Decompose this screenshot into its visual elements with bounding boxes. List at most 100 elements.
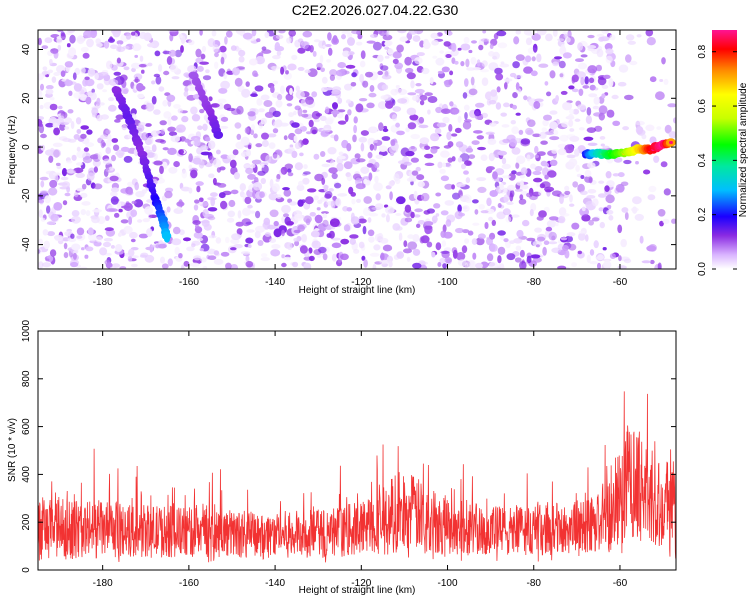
noise-blob [362, 225, 367, 235]
noise-blob [350, 216, 360, 225]
noise-blob [351, 30, 360, 35]
noise-blob [381, 213, 386, 218]
noise-blob [579, 207, 589, 217]
noise-blob [424, 92, 433, 96]
noise-blob [580, 190, 588, 195]
noise-blob [86, 129, 93, 135]
noise-blob [350, 82, 357, 87]
spectrogram-x-axis-label: Height of straight line (km) [299, 285, 416, 296]
noise-blob [413, 214, 421, 218]
noise-blob [377, 54, 384, 63]
noise-blob [230, 247, 237, 251]
noise-blob [454, 210, 463, 220]
noise-blob [141, 69, 145, 74]
noise-blob [471, 40, 477, 44]
noise-blob [441, 66, 450, 73]
noise-blob [564, 249, 570, 259]
noise-blob [608, 215, 614, 221]
noise-blob [462, 205, 470, 212]
noise-blob [444, 162, 451, 167]
noise-blob [509, 72, 517, 78]
noise-blob [160, 128, 165, 135]
noise-blob [173, 208, 184, 214]
noise-blob [539, 131, 547, 139]
noise-blob [520, 138, 531, 145]
noise-blob [547, 241, 558, 245]
noise-blob [180, 45, 184, 53]
noise-blob [560, 44, 566, 51]
noise-blob [253, 133, 258, 139]
noise-blob [332, 102, 338, 110]
noise-blob [67, 109, 74, 114]
noise-blob [50, 213, 59, 222]
noise-blob [596, 48, 604, 58]
noise-blob [350, 192, 357, 197]
snr-frame [37, 330, 677, 571]
noise-blob [345, 64, 356, 69]
noise-blob [474, 108, 481, 117]
noise-blob [260, 163, 265, 168]
noise-blob [572, 88, 579, 93]
noise-blob [403, 248, 412, 254]
noise-blob [283, 213, 289, 218]
noise-blob [440, 150, 450, 158]
colorbar-tick-label: 0.4 [697, 153, 708, 167]
noise-blob [38, 118, 43, 127]
noise-blob [382, 244, 393, 252]
noise-blob [623, 258, 632, 264]
noise-blob [270, 85, 275, 93]
y-tick-label: -20 [21, 188, 32, 203]
noise-blob [212, 177, 217, 185]
noise-blob [303, 262, 312, 269]
noise-blob [530, 163, 536, 169]
noise-blob [102, 158, 113, 165]
noise-blob [167, 147, 177, 155]
noise-blob [62, 200, 68, 206]
noise-blob [435, 57, 445, 66]
noise-blob [305, 218, 311, 226]
noise-blob [142, 218, 150, 223]
noise-blob [645, 124, 655, 132]
noise-blob [457, 47, 462, 51]
noise-blob [532, 133, 542, 138]
noise-blob [63, 242, 68, 250]
noise-blob [368, 92, 377, 98]
noise-blob [353, 124, 357, 134]
noise-blob [49, 179, 58, 188]
noise-blob [426, 208, 435, 214]
noise-blob [319, 54, 324, 64]
noise-blob [395, 213, 402, 216]
noise-blob [489, 243, 498, 252]
noise-blob [586, 254, 591, 263]
noise-blob [183, 91, 189, 97]
noise-blob [559, 195, 564, 205]
noise-blob [503, 238, 509, 243]
noise-blob [531, 56, 536, 62]
noise-blob [381, 84, 389, 91]
noise-blob [311, 91, 318, 98]
strong-signal-band-core [669, 140, 673, 145]
noise-blob [109, 175, 119, 182]
noise-blob [612, 120, 621, 127]
noise-blob [83, 201, 91, 206]
noise-blob [242, 207, 251, 216]
noise-blob [151, 144, 157, 153]
noise-blob [470, 76, 475, 86]
noise-blob [45, 122, 54, 128]
noise-blob [226, 217, 235, 223]
noise-blob [565, 37, 571, 43]
noise-blob [299, 152, 304, 157]
noise-blob [629, 60, 638, 66]
noise-blob [247, 204, 253, 209]
noise-blob [430, 32, 439, 39]
noise-blob [346, 143, 352, 152]
noise-blob [385, 100, 394, 109]
noise-blob [319, 115, 327, 122]
noise-blob [244, 196, 252, 205]
noise-blob [381, 74, 392, 80]
x-tick-label: -120 [351, 277, 371, 288]
noise-blob [211, 30, 217, 37]
noise-blob [207, 216, 216, 221]
noise-blob [137, 219, 143, 223]
noise-blob [52, 172, 62, 176]
